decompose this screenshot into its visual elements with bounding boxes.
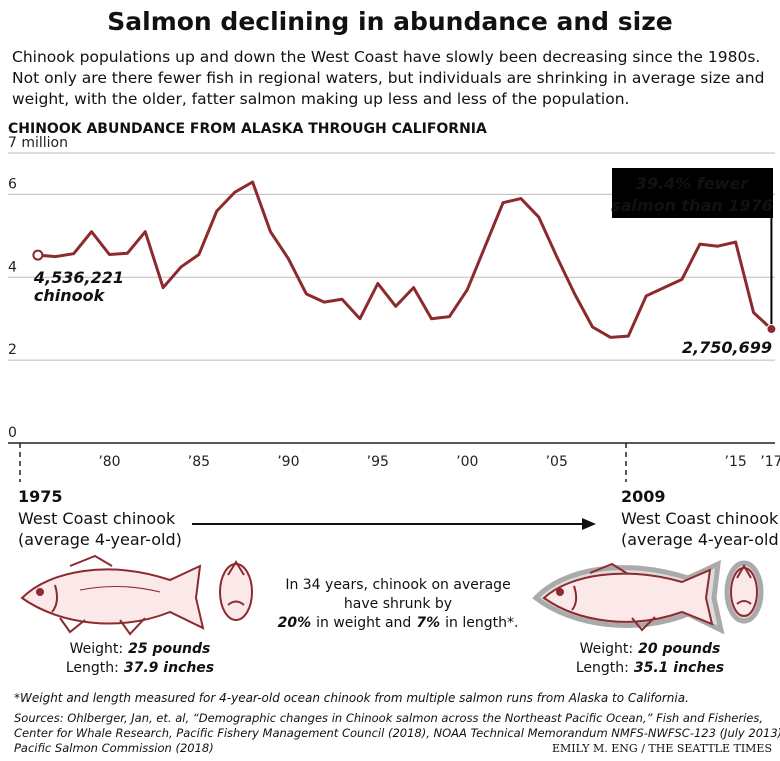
x-tick-label: ’17 [760, 454, 780, 470]
x-tick-label: ’80 [98, 454, 120, 470]
label: Weight: [580, 641, 634, 657]
arrow-head [582, 518, 596, 530]
fish-icon [20, 554, 253, 636]
fish-label: West Coast chinook [18, 509, 176, 528]
comparison-text: have shrunk by [344, 596, 452, 612]
weight: Weight: 20 pounds [580, 641, 721, 657]
sources: Sources: Ohlberger, Jan, et. al, “Demogr… [14, 711, 763, 725]
sources: Center for Whale Research, Pacific Fishe… [14, 726, 780, 740]
value-label: 2,750,699 [682, 338, 772, 357]
label: Length: [66, 660, 119, 676]
comparison-text: In 34 years, chinook on average [285, 577, 510, 593]
x-tick-label: ’00 [456, 454, 478, 470]
x-tick-label: ’95 [367, 454, 389, 470]
start-point [32, 249, 44, 261]
length: Length: 35.1 inches [576, 660, 724, 676]
label: Length: [576, 660, 629, 676]
subtitle: weight, with the older, fatter salmon ma… [12, 90, 629, 108]
callout-text: 39.4% fewer [636, 174, 750, 193]
end-point [766, 324, 777, 335]
text: in length*. [445, 615, 518, 631]
subtitle: Not only are there fewer fish in regiona… [12, 69, 764, 87]
subtitle: Chinook populations up and down the West… [12, 48, 760, 66]
credit: EMILY M. ENG / THE SEATTLE TIMES [552, 742, 772, 755]
value-label: 4,536,221 [33, 268, 124, 287]
comparison-text: 20% in weight and 7% in length*. [278, 615, 519, 631]
y-tick-label: 2 [8, 342, 17, 358]
chart: 0 2 4 6 7 million ’80 ’85 ’90 ’95 ’00 ’05 ’15 ’17 39.… [8, 135, 780, 470]
y-tick-label: 6 [8, 176, 17, 192]
value: 25 pounds [128, 641, 210, 657]
callout-box [612, 168, 773, 218]
label: Weight: [70, 641, 124, 657]
x-tick-label: ’05 [546, 454, 568, 470]
year-label: 2009 [621, 487, 666, 506]
sources: Pacific Salmon Commission (2018) [14, 741, 214, 755]
text: in weight and [316, 615, 411, 631]
y-tick-label: 4 [8, 259, 17, 275]
pct: 20% [278, 615, 312, 631]
x-tick-label: ’90 [277, 454, 299, 470]
fish-label: (average 4-year-old) [621, 530, 780, 549]
x-tick-label: ’85 [188, 454, 210, 470]
fish-label: West Coast chinook [621, 509, 779, 528]
year-label: 1975 [18, 487, 63, 506]
title: Salmon declining in abundance and size [107, 7, 672, 36]
pct: 7% [416, 615, 440, 631]
value: 20 pounds [638, 641, 720, 657]
value-label-unit: chinook [34, 286, 106, 305]
y-tick-label: 0 [8, 425, 17, 441]
callout-text: salmon than 1976 [611, 196, 773, 215]
chart-heading: CHINOOK ABUNDANCE FROM ALASKA THROUGH CA… [8, 121, 487, 137]
y-tick-label: 7 million [8, 135, 68, 151]
value: 35.1 inches [634, 660, 724, 676]
x-tick-label: ’15 [725, 454, 747, 470]
value: 37.9 inches [124, 660, 214, 676]
fish-icon [532, 559, 764, 635]
fish-label: (average 4-year-old) [18, 530, 182, 549]
length: Length: 37.9 inches [66, 660, 214, 676]
weight: Weight: 25 pounds [70, 641, 211, 657]
footnote: *Weight and length measured for 4-year-o… [14, 691, 689, 705]
data-line [37, 180, 773, 339]
